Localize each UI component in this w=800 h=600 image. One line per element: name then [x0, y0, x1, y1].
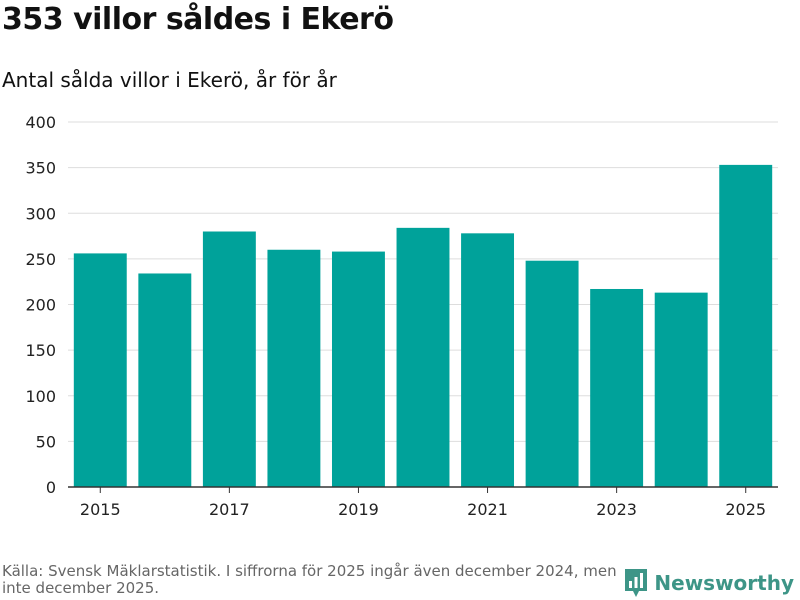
x-tick-label: 2015: [80, 500, 121, 519]
bar-2019: [331, 251, 385, 487]
bar-2022: [525, 260, 579, 487]
x-tick-label: 2017: [209, 500, 250, 519]
bar-2021: [461, 233, 515, 487]
y-tick-label: 350: [25, 159, 56, 178]
x-tick-label: 2021: [467, 500, 508, 519]
newsworthy-logo: Newsworthy: [624, 568, 794, 598]
brand-name: Newsworthy: [654, 571, 794, 595]
x-tick-label: 2023: [596, 500, 637, 519]
chart-title: 353 villor såldes i Ekerö: [2, 2, 394, 37]
y-tick-label: 100: [25, 387, 56, 406]
y-tick-label: 50: [36, 432, 56, 451]
y-tick-label: 150: [25, 341, 56, 360]
bar-2020: [396, 227, 450, 487]
y-tick-label: 200: [25, 296, 56, 315]
bar-2023: [590, 288, 644, 487]
x-tick-label: 2025: [725, 500, 766, 519]
bar-2017: [202, 231, 256, 487]
bar-2024: [654, 292, 708, 487]
bar-chart: 0 50 100 150 200 250 300 350 400 2015 2017 2019 2021…: [25, 113, 778, 519]
y-tick-label: 400: [25, 113, 56, 132]
source-note: Källa: Svensk Mäklarstatistik. I siffror…: [2, 562, 617, 597]
newsworthy-logo-icon: [625, 569, 648, 597]
y-tick-label: 0: [46, 478, 56, 497]
bar-2025: [719, 164, 773, 487]
y-tick-label: 300: [25, 204, 56, 223]
chart-subtitle: Antal sålda villor i Ekerö, år för år: [2, 68, 337, 92]
y-tick-label: 250: [25, 250, 56, 269]
bar-2018: [267, 249, 321, 487]
bar-2016: [138, 273, 192, 487]
x-tick-label: 2019: [338, 500, 379, 519]
bar-2015: [73, 253, 127, 487]
